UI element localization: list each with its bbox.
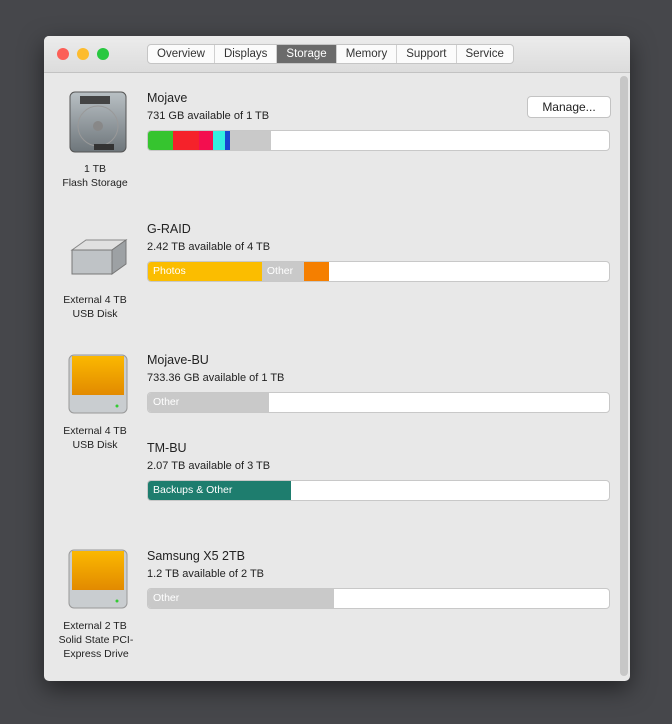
drive-caption: Flash Storage [62,177,128,189]
storage-bar [147,130,610,151]
external-ssd-drive-icon [68,549,128,609]
storage-segment [303,262,329,281]
volume-name: TM-BU [147,441,187,455]
volume-name: Samsung X5 2TB [147,549,245,563]
storage-segment [148,131,173,150]
drive-caption: 1 TB [84,163,106,175]
scrollbar[interactable] [620,76,628,676]
volume-available: 733.36 GB available of 1 TB [147,372,285,384]
tab-storage[interactable]: Storage [276,45,336,63]
drive-caption: USB Disk [72,308,118,320]
tab-displays[interactable]: Displays [213,45,276,63]
tab-bar: Overview Displays Storage Memory Support… [147,44,514,64]
storage-segment [225,131,231,150]
storage-bar: Photos Other [147,261,610,282]
storage-segment: Backups & Other [148,481,291,500]
external-raid-drive-icon [70,239,128,275]
drive-caption: USB Disk [72,439,118,451]
external-usb-drive-icon [68,354,128,414]
zoom-button[interactable] [97,48,109,60]
storage-bar: Other [147,588,610,609]
tab-memory[interactable]: Memory [335,45,397,63]
close-button[interactable] [57,48,69,60]
tab-service[interactable]: Service [455,45,513,63]
storage-segment [172,131,199,150]
drive-caption: External 4 TB [63,425,127,437]
storage-segment: Other [148,589,334,608]
drive-caption: Solid State PCI-Express Drive [58,634,134,660]
tab-overview[interactable]: Overview [157,48,205,60]
minimize-button[interactable] [77,48,89,60]
volume-name: Mojave-BU [147,353,209,367]
drive-caption: External 4 TB [63,294,127,306]
volume-available: 2.42 TB available of 4 TB [147,241,271,253]
internal-drive-icon [69,91,127,153]
volume-available: 731 GB available of 1 TB [147,110,270,122]
storage-segment: Photos [148,262,262,281]
volume-name: Mojave [147,91,188,105]
storage-segment [212,131,226,150]
storage-segment [198,131,213,150]
tab-support[interactable]: Support [396,45,455,63]
volume-available: 2.07 TB available of 3 TB [147,460,271,472]
title-bar: Overview Displays Storage Memory Support… [44,36,630,73]
storage-bar: Other [147,392,610,413]
storage-segment: Other [148,393,269,412]
manage-button[interactable]: Manage... [527,96,611,118]
storage-bar: Backups & Other [147,480,610,501]
volume-available: 1.2 TB available of 2 TB [147,568,264,580]
storage-segment: Other [261,262,304,281]
volume-name: G-RAID [147,222,191,236]
storage-segment [230,131,271,150]
system-information-window: Overview Displays Storage Memory Support… [44,36,630,681]
drive-caption: External 2 TB [63,620,127,632]
